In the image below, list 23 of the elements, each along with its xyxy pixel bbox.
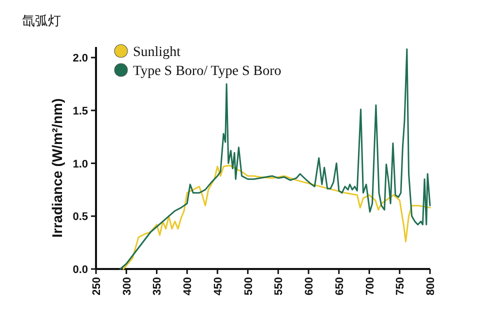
- y-tick-label: 1.5: [72, 105, 88, 118]
- x-tick-label: 550: [273, 277, 286, 296]
- x-tick-label: 450: [212, 277, 224, 296]
- chart-title: 氙弧灯: [22, 13, 61, 28]
- x-tick-label: 300: [121, 277, 134, 296]
- legend-label: Sunlight: [133, 45, 181, 60]
- legend-label: Type S Boro/ Type S Boro: [133, 64, 282, 79]
- x-tick-label: 800: [425, 277, 437, 296]
- x-tick-label: 500: [242, 277, 255, 296]
- line-series: [120, 48, 431, 270]
- y-axis-title: Irradiance (W/m²/nm): [49, 98, 65, 238]
- x-tick-label: 250: [91, 277, 103, 296]
- x-tick-label: 350: [152, 277, 164, 296]
- line-series: [122, 164, 431, 270]
- x-tick-label: 650: [334, 277, 346, 296]
- y-tick-label: 2.0: [72, 52, 88, 65]
- x-tick-label: 400: [182, 277, 194, 296]
- x-tick-label: 750: [394, 277, 407, 296]
- y-tick-label: 0.0: [72, 264, 88, 276]
- x-tick-label: 600: [304, 277, 316, 296]
- y-tick-label: 1.0: [72, 158, 88, 170]
- x-tick-label: 700: [364, 277, 376, 296]
- y-tick-label: 0.5: [72, 211, 88, 224]
